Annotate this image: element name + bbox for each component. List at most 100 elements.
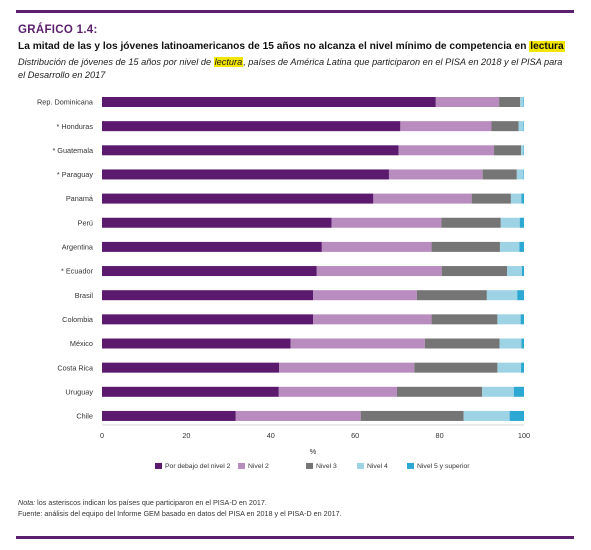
bar-colombia-nivel-3 (431, 314, 498, 325)
category-label-guatemala: * Guatemala (52, 146, 94, 155)
note-label: Nota: (18, 498, 36, 507)
bar-ecuador-nivel-3 (441, 266, 508, 277)
bar-uruguay-nivel-3 (396, 386, 483, 397)
bottom-rule (16, 536, 574, 539)
bar-colombia-nivel-5-y-superior (520, 314, 524, 325)
bar-costa-rica-nivel-3 (414, 362, 498, 373)
bar-chile-por-debajo-del-nivel-2 (102, 410, 236, 421)
bar-costa-rica-nivel-5-y-superior (521, 362, 524, 373)
bar-brasil-nivel-2 (313, 290, 417, 301)
x-axis-ticks: 0 20 40 60 80 100 (100, 431, 530, 440)
bar-peru-nivel-5-y-superior (519, 217, 524, 228)
bar-ecuador-por-debajo-del-nivel-2 (102, 266, 317, 277)
legend-label-nivel-4: Nivel 4 (367, 463, 388, 470)
bar-argentina-nivel-2 (321, 241, 432, 252)
bar-rep-dominicana-nivel-4 (520, 97, 524, 107)
subtitle-text-start: Distribución de jóvenes de 15 años por n… (18, 57, 214, 67)
category-label-ecuador: * Ecuador (61, 267, 94, 276)
title-text: La mitad de las y los jóvenes latinoamer… (18, 41, 530, 52)
category-label-colombia: Colombia (62, 315, 94, 324)
x-tick-label-40: 40 (267, 431, 275, 440)
note-line: Nota: los asteriscos indican los países … (18, 498, 342, 509)
x-axis-label: % (310, 447, 317, 456)
bar-peru-nivel-3 (441, 217, 501, 228)
bar-chile-nivel-3 (360, 410, 464, 421)
bar-paraguay-nivel-2 (388, 169, 483, 180)
legend-label-nivel-5-y-superior: Nivel 5 y superior (417, 463, 470, 470)
x-tick-label-20: 20 (182, 431, 190, 440)
bar-panama-nivel-4 (510, 193, 522, 204)
bar-colombia-nivel-2 (313, 314, 432, 325)
bar-panama-nivel-2 (373, 193, 472, 204)
bar-guatemala-nivel-2 (398, 145, 495, 156)
bar-colombia-por-debajo-del-nivel-2 (102, 314, 313, 325)
bar-chile-nivel-5-y-superior (509, 410, 524, 421)
legend: Por debajo del nivel 2 Nivel 2 Nivel 3 Nive… (155, 462, 470, 470)
bar-ecuador-nivel-4 (507, 266, 522, 277)
category-label-uruguay: Uruguay (65, 387, 93, 396)
x-tick-label-60: 60 (351, 431, 359, 440)
bar-rep-dominicana-nivel-3 (499, 97, 521, 107)
bar-rep-dominicana-por-debajo-del-nivel-2 (102, 97, 436, 107)
x-tick-label-0: 0 (100, 431, 104, 440)
title-highlight: lectura (529, 41, 565, 52)
bar-uruguay-por-debajo-del-nivel-2 (102, 386, 279, 397)
category-label-costa-rica: Costa Rica (57, 363, 94, 372)
category-label-rep-dominicana: Rep. Dominicana (37, 98, 94, 107)
bar-argentina-por-debajo-del-nivel-2 (102, 241, 322, 252)
category-label-mexico: México (70, 339, 93, 348)
bar-chile-nivel-4 (463, 410, 510, 421)
x-tick-label-80: 80 (436, 431, 444, 440)
subtitle-text-end: , países de América Latina que participa… (18, 57, 563, 80)
legend-label-nivel-3: Nivel 3 (316, 463, 337, 470)
bar-uruguay-nivel-2 (278, 386, 397, 397)
category-labels: Rep. Dominicana * Honduras * Guatemala * Pa… (37, 98, 94, 421)
category-label-paraguay: * Paraguay (57, 170, 93, 179)
bar-brasil-nivel-3 (416, 290, 487, 301)
legend-swatch-nivel-4 (357, 462, 364, 469)
note-text: los asteriscos indican los países que pa… (35, 498, 267, 507)
category-label-peru: Perú (78, 218, 93, 227)
bar-paraguay-nivel-4 (516, 169, 524, 180)
bar-uruguay-nivel-5-y-superior (513, 386, 524, 397)
bar-costa-rica-nivel-2 (279, 362, 415, 373)
bar-uruguay-nivel-4 (482, 386, 514, 397)
bar-peru-nivel-2 (331, 217, 442, 228)
bars-group (102, 97, 524, 421)
bar-costa-rica-nivel-4 (497, 362, 522, 373)
bar-peru-por-debajo-del-nivel-2 (102, 217, 332, 228)
bar-guatemala-nivel-3 (494, 145, 522, 156)
stacked-bar-chart: Rep. Dominicana * Honduras * Guatemala * Pa… (37, 97, 530, 470)
figure-number: GRÁFICO 1.4: (18, 24, 98, 36)
bar-panama-nivel-5-y-superior (521, 193, 524, 204)
bar-argentina-nivel-3 (431, 241, 500, 252)
legend-label-por-debajo-del-nivel-2: Por debajo del nivel 2 (165, 463, 231, 470)
bar-guatemala-nivel-4 (521, 145, 524, 156)
chart-title: La mitad de las y los jóvenes latinoamer… (18, 41, 578, 52)
category-label-brasil: Brasil (75, 291, 94, 300)
legend-swatch-nivel-3 (306, 462, 313, 469)
bar-costa-rica-por-debajo-del-nivel-2 (102, 362, 280, 373)
bar-mexico-nivel-3 (424, 338, 500, 349)
bar-brasil-nivel-4 (486, 290, 518, 301)
bar-peru-nivel-4 (500, 217, 520, 228)
bar-paraguay-por-debajo-del-nivel-2 (102, 169, 389, 180)
top-rule (16, 10, 574, 13)
bar-paraguay-nivel-3 (482, 169, 517, 180)
chart-subtitle: Distribución de jóvenes de 15 años por n… (18, 56, 570, 82)
bar-panama-nivel-3 (471, 193, 511, 204)
bar-brasil-nivel-5-y-superior (517, 290, 524, 301)
legend-swatch-nivel-2 (238, 462, 245, 469)
bar-panama-por-debajo-del-nivel-2 (102, 193, 374, 204)
category-label-chile: Chile (76, 412, 93, 421)
category-label-argentina: Argentina (62, 243, 94, 252)
bar-mexico-nivel-5-y-superior (521, 338, 524, 349)
bar-ecuador-nivel-2 (316, 266, 442, 277)
bar-mexico-por-debajo-del-nivel-2 (102, 338, 291, 349)
bar-argentina-nivel-5-y-superior (519, 241, 524, 252)
bar-rep-dominicana-nivel-2 (435, 97, 500, 107)
notes: Nota: los asteriscos indican los países … (18, 498, 342, 519)
bar-brasil-por-debajo-del-nivel-2 (102, 290, 313, 301)
category-label-panama: Panamá (66, 194, 94, 203)
bar-guatemala-por-debajo-del-nivel-2 (102, 145, 399, 156)
